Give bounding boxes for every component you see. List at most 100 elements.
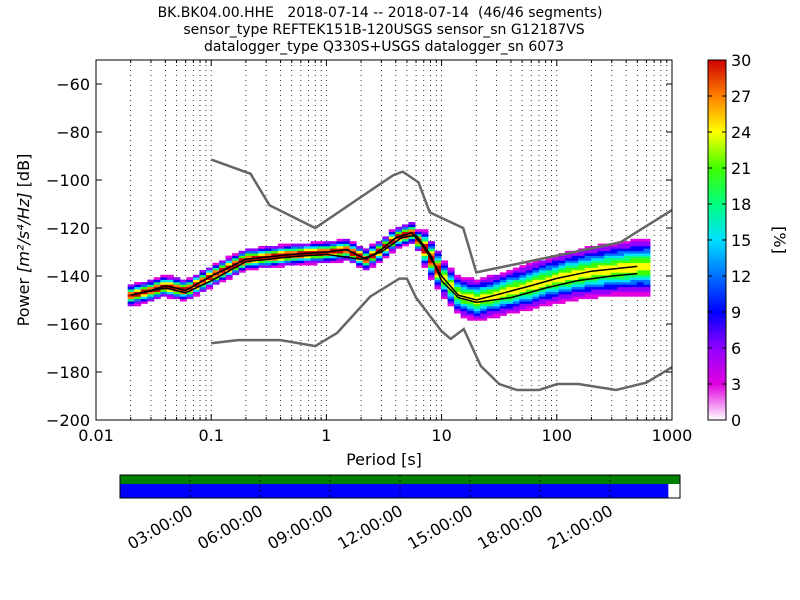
density-cell <box>336 243 344 247</box>
density-cell <box>467 303 475 307</box>
density-cell <box>643 270 651 273</box>
density-cell <box>454 310 462 314</box>
density-cell <box>525 274 533 278</box>
colorbar-tick-label: 24 <box>731 123 751 142</box>
density-cell <box>636 291 644 295</box>
density-cell <box>617 286 625 290</box>
density-cell <box>499 310 507 314</box>
density-cell <box>375 260 383 264</box>
density-cell <box>512 282 520 285</box>
density-cell <box>454 282 462 285</box>
density-cell <box>186 279 194 283</box>
y-tick-label: −160 <box>46 315 90 334</box>
density-cell <box>630 267 638 271</box>
density-cell <box>532 272 540 276</box>
density-cell <box>467 284 475 288</box>
density-cell <box>617 274 625 278</box>
density-cell <box>238 255 246 259</box>
density-cell <box>258 248 266 252</box>
density-cell <box>558 282 566 285</box>
density-cell <box>427 260 435 264</box>
density-cell <box>166 284 174 288</box>
density-cell <box>578 294 586 297</box>
density-cell <box>578 274 586 278</box>
density-cell <box>578 270 586 273</box>
density-cell <box>206 272 214 276</box>
density-cell <box>140 284 148 288</box>
density-cell <box>238 267 246 271</box>
density-cell <box>636 284 644 288</box>
density-cell <box>245 255 253 259</box>
density-cell <box>362 253 370 256</box>
density-cell <box>447 303 455 307</box>
density-cell <box>401 236 409 240</box>
density-cell <box>617 284 625 288</box>
density-cell <box>486 310 494 314</box>
density-cell <box>610 255 618 259</box>
density-cell <box>421 231 429 235</box>
density-cell <box>630 282 638 285</box>
density-cell <box>447 294 455 297</box>
density-cell <box>258 250 266 254</box>
density-cell <box>134 301 142 304</box>
x-tick-label: 1 <box>321 426 331 445</box>
density-cell <box>480 291 488 295</box>
density-cell <box>565 298 573 302</box>
y-tick-label: −60 <box>56 75 90 94</box>
density-cell <box>604 260 612 264</box>
density-cell <box>636 262 644 266</box>
density-cell <box>134 286 142 290</box>
density-cell <box>277 262 285 266</box>
density-cell <box>473 284 481 288</box>
density-cell <box>310 262 318 266</box>
timeline-tick-label: 12:00:00 <box>334 501 406 553</box>
density-cell <box>591 296 599 300</box>
density-cell <box>538 277 546 280</box>
density-cell <box>525 279 533 283</box>
density-cell <box>617 258 625 261</box>
density-cell <box>597 267 605 271</box>
density-cell <box>597 258 605 261</box>
density-cell <box>610 270 618 273</box>
density-cell <box>617 248 625 252</box>
density-cell <box>565 286 573 290</box>
density-cell <box>545 270 553 273</box>
density-cell <box>545 272 553 276</box>
density-cell <box>636 241 644 244</box>
density-cell <box>127 298 135 302</box>
density-cell <box>565 296 573 300</box>
density-cell <box>519 306 527 309</box>
density-cell <box>584 291 592 295</box>
density-cell <box>290 250 298 254</box>
density-cell <box>597 279 605 283</box>
density-cell <box>277 243 285 247</box>
y-tick-label: −120 <box>46 219 90 238</box>
density-cell <box>486 303 494 307</box>
density-cell <box>264 250 272 254</box>
density-cell <box>584 296 592 300</box>
density-cell <box>153 294 161 297</box>
density-cell <box>147 294 155 297</box>
density-cell <box>473 282 481 285</box>
density-cell <box>166 289 174 292</box>
density-cell <box>499 272 507 276</box>
colorbar: 0 3 6 9 12 15 18 21 24 27 30 [%] <box>707 51 789 430</box>
density-cell <box>382 246 390 249</box>
density-cell <box>552 274 560 278</box>
density-cell <box>212 282 220 285</box>
density-cell <box>186 291 194 295</box>
density-cell <box>441 286 449 290</box>
density-cell <box>636 250 644 254</box>
density-cell <box>277 246 285 249</box>
density-cell <box>317 255 325 259</box>
density-cell <box>519 267 527 271</box>
density-cell <box>584 289 592 292</box>
density-cell <box>441 270 449 273</box>
density-cell <box>434 265 442 268</box>
density-cell <box>604 289 612 292</box>
statistic-curves <box>130 231 638 304</box>
density-cell <box>630 250 638 254</box>
y-axis: −200 −180 −160 −140 −120 −100 −80 −60 <box>46 75 672 430</box>
density-cell <box>473 296 481 300</box>
colorbar-tick-label: 12 <box>731 267 751 286</box>
